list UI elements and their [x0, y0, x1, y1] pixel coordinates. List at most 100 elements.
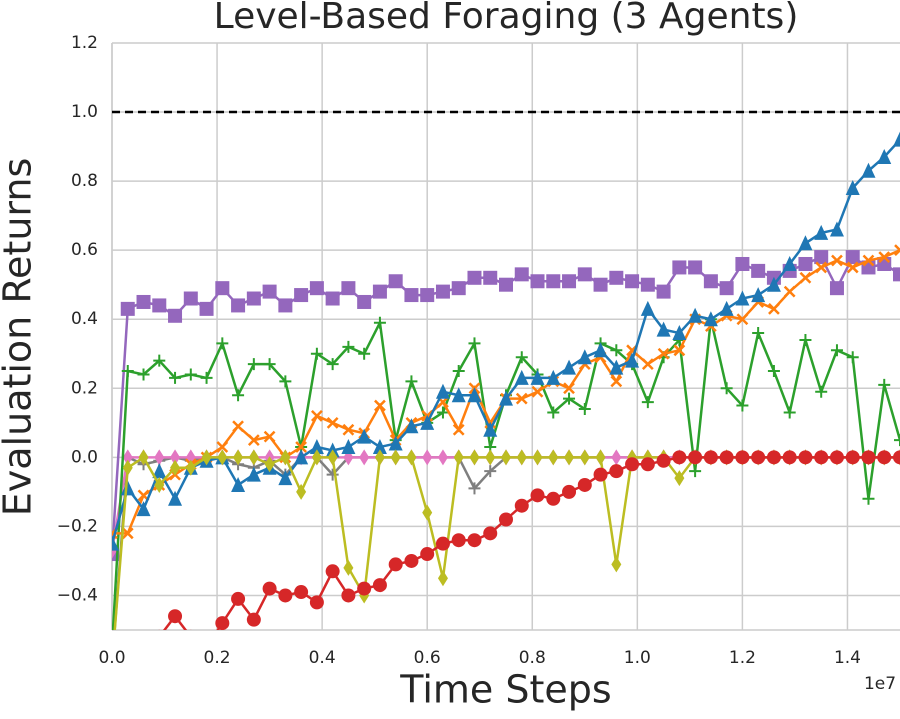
chart-title: Level-Based Foraging (3 Agents) — [214, 0, 799, 37]
data-point — [420, 414, 435, 430]
data-point — [168, 609, 183, 624]
data-point — [640, 277, 655, 292]
data-point — [372, 438, 387, 454]
data-point — [168, 308, 183, 323]
data-point — [280, 449, 291, 466]
data-point — [673, 344, 686, 357]
data-point — [720, 382, 733, 395]
data-point — [752, 327, 765, 340]
data-point — [247, 434, 260, 446]
data-point — [390, 449, 401, 466]
data-point — [374, 449, 385, 466]
data-point — [640, 457, 655, 472]
data-point — [469, 449, 480, 466]
data-point — [216, 337, 229, 350]
data-point — [296, 483, 307, 500]
data-point — [120, 480, 135, 496]
data-point — [310, 410, 323, 422]
data-point — [766, 450, 781, 465]
data-point — [751, 287, 766, 303]
series-line — [113, 455, 900, 630]
data-point — [404, 418, 419, 434]
series-line — [162, 456, 900, 630]
data-point — [530, 274, 545, 289]
data-point — [593, 467, 608, 482]
x-tick-label: 1.2 — [729, 648, 756, 668]
data-point — [326, 468, 339, 481]
data-point — [341, 588, 356, 603]
data-point — [467, 270, 482, 285]
data-point — [766, 276, 781, 292]
data-point — [656, 284, 671, 299]
y-axis-label: Evaluation Returns — [0, 158, 40, 516]
data-point — [815, 261, 828, 274]
data-point — [845, 450, 860, 465]
data-point — [121, 365, 134, 378]
data-point — [640, 300, 655, 316]
data-point — [153, 354, 166, 367]
data-point — [563, 382, 575, 395]
data-point — [216, 441, 229, 453]
data-point — [546, 274, 561, 289]
data-point — [437, 449, 448, 466]
data-point — [501, 449, 511, 466]
data-point — [562, 484, 577, 499]
data-point — [814, 450, 829, 465]
data-point — [278, 470, 293, 486]
data-point — [735, 450, 750, 465]
data-point — [184, 368, 197, 381]
data-point — [719, 450, 734, 465]
data-point — [735, 256, 750, 271]
data-point — [388, 557, 403, 572]
data-point — [798, 235, 813, 251]
data-point — [514, 267, 529, 282]
data-point — [751, 450, 766, 465]
data-point — [641, 396, 654, 409]
series-line — [112, 138, 900, 545]
y-tick-label: 0.0 — [71, 447, 98, 467]
data-point — [451, 387, 466, 403]
y-tick-label: 1.2 — [71, 33, 98, 53]
data-point — [295, 441, 308, 453]
data-point — [577, 349, 592, 365]
data-point — [248, 449, 259, 466]
data-point — [893, 267, 900, 282]
x-tick-label: 0.4 — [309, 648, 336, 668]
data-point — [325, 291, 340, 306]
data-point — [861, 162, 876, 178]
data-point — [609, 270, 624, 285]
data-point — [593, 342, 608, 358]
data-point — [861, 450, 876, 465]
data-point — [168, 490, 183, 506]
data-point — [420, 547, 435, 562]
data-point — [137, 640, 151, 654]
data-point — [170, 459, 181, 476]
data-point — [877, 450, 892, 465]
data-point — [247, 358, 260, 371]
x-tick-label: 0.6 — [414, 648, 441, 668]
data-point — [578, 403, 591, 416]
data-point — [359, 449, 370, 466]
data-point — [310, 347, 323, 360]
series-line — [112, 318, 900, 630]
data-point — [562, 359, 577, 375]
data-point — [453, 449, 464, 466]
data-point — [814, 224, 829, 240]
data-point — [341, 438, 356, 454]
data-point — [483, 421, 498, 437]
data-point — [719, 300, 734, 316]
data-point — [136, 294, 151, 309]
data-point — [625, 352, 640, 368]
data-point — [404, 553, 419, 568]
data-point — [736, 313, 749, 326]
data-point — [485, 449, 496, 466]
data-point — [593, 277, 608, 292]
x-tick-label: 1.0 — [624, 648, 651, 668]
data-point — [609, 359, 624, 375]
data-point — [548, 449, 559, 466]
data-point — [342, 423, 355, 436]
data-point — [798, 256, 813, 271]
data-point — [262, 284, 277, 299]
data-point — [435, 383, 450, 399]
data-point — [577, 477, 592, 492]
